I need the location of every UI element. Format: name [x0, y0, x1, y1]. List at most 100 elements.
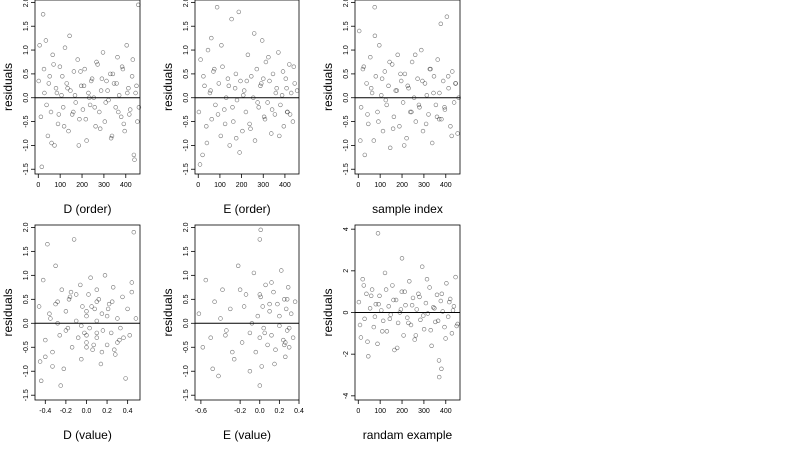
x-tick-label: 0 — [356, 408, 360, 415]
data-point — [66, 297, 72, 302]
data-point — [267, 301, 272, 307]
data-point — [47, 74, 52, 79]
x-axis-label: E (order) — [223, 202, 270, 216]
y-tick-label: 1.0 — [183, 270, 190, 280]
data-point — [234, 136, 239, 141]
scatter-panel-6: 0 100 200 300 400 -4 -2 0 2 4 randam example residu… — [321, 224, 461, 442]
data-point — [287, 345, 292, 350]
data-point — [369, 90, 375, 96]
data-point — [218, 133, 224, 139]
data-point — [236, 263, 241, 268]
data-point — [52, 143, 57, 148]
data-point — [373, 302, 378, 307]
data-point — [287, 62, 292, 67]
y-tick-label: -0.5 — [343, 115, 350, 127]
data-point — [371, 324, 376, 330]
y-tick-label: 1.5 — [343, 21, 350, 31]
data-point — [222, 107, 227, 112]
data-points — [36, 230, 139, 388]
data-point — [421, 313, 426, 318]
data-point — [361, 283, 366, 288]
data-point — [272, 361, 277, 367]
data-point — [243, 109, 249, 115]
data-point — [61, 124, 67, 129]
data-point — [237, 287, 243, 292]
data-point — [55, 321, 60, 326]
data-points — [36, 2, 142, 170]
data-point — [456, 95, 461, 100]
data-point — [75, 335, 81, 340]
data-point — [379, 308, 384, 313]
data-point — [122, 128, 127, 134]
data-points — [356, 231, 460, 380]
data-point — [73, 318, 79, 324]
data-point — [435, 318, 441, 323]
y-axis-ticks: -1.5 -1.0 -0.5 0.0 0.5 1.0 1.5 2.0 — [23, 0, 35, 175]
data-point — [259, 364, 264, 369]
data-point — [57, 333, 62, 338]
data-point — [362, 152, 367, 158]
data-point — [251, 95, 256, 100]
data-point — [276, 50, 281, 55]
data-point — [442, 107, 448, 112]
data-point — [377, 43, 382, 48]
data-point — [294, 88, 300, 93]
data-point — [259, 81, 264, 86]
plot-frame — [34, 224, 141, 401]
data-point — [94, 318, 100, 324]
data-point — [258, 227, 263, 233]
data-point — [446, 314, 451, 319]
data-point — [375, 231, 381, 236]
data-point — [417, 105, 422, 110]
data-point — [115, 316, 120, 321]
data-point — [271, 289, 276, 295]
y-tick-label: -1.5 — [23, 163, 30, 175]
data-point — [391, 297, 396, 303]
x-tick-label: 400 — [440, 182, 452, 189]
data-point — [369, 85, 374, 91]
data-point — [44, 102, 49, 108]
data-point — [409, 109, 414, 115]
data-point — [97, 126, 103, 131]
data-point — [45, 242, 50, 247]
data-point — [220, 287, 225, 292]
data-point — [285, 328, 290, 333]
data-point — [222, 121, 228, 127]
data-point — [71, 109, 76, 115]
data-point — [425, 311, 430, 316]
data-point — [279, 268, 284, 273]
y-tick-label: 4 — [343, 227, 350, 231]
data-point — [269, 333, 274, 338]
y-tick-label: 2.0 — [23, 0, 30, 7]
y-axis-label: residuals — [1, 288, 15, 336]
x-tick-label: 300 — [418, 182, 430, 189]
y-axis-ticks: -4 -2 0 2 4 — [343, 227, 355, 399]
data-point — [56, 112, 61, 117]
data-point — [422, 81, 428, 86]
y-tick-label: -0.5 — [183, 341, 190, 353]
data-point — [84, 340, 89, 345]
data-point — [437, 116, 442, 122]
data-point — [444, 281, 449, 286]
data-point — [81, 83, 87, 89]
data-point — [36, 78, 41, 84]
data-point — [88, 78, 94, 84]
data-point — [429, 343, 434, 348]
data-point — [419, 47, 424, 53]
data-point — [448, 124, 453, 129]
y-tick-label: 1.5 — [23, 246, 30, 256]
data-point — [75, 57, 80, 62]
data-point — [373, 74, 378, 79]
data-point — [204, 140, 210, 146]
data-point — [118, 114, 124, 120]
x-tick-label: 100 — [214, 182, 226, 189]
data-point — [356, 299, 362, 305]
data-point — [83, 116, 89, 122]
data-point — [357, 28, 362, 34]
y-tick-label: 2.0 — [183, 0, 190, 7]
data-point — [433, 102, 439, 108]
data-point — [413, 119, 418, 124]
data-point — [380, 128, 386, 134]
data-point — [131, 230, 137, 235]
data-point — [262, 116, 268, 122]
